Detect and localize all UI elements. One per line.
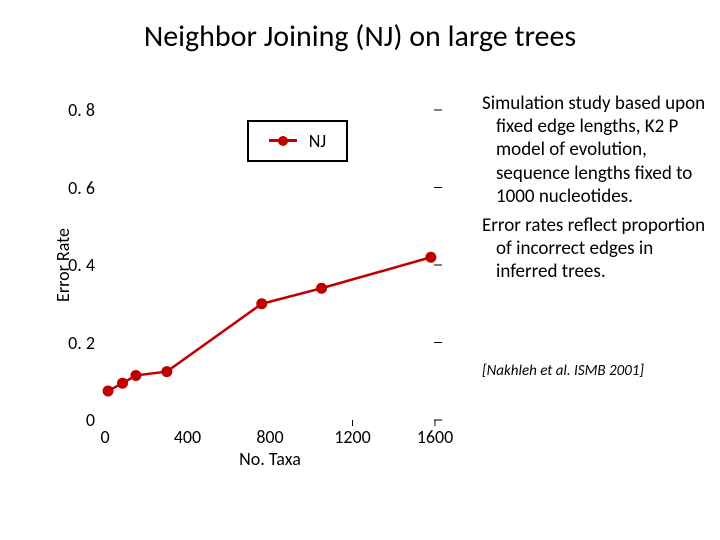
x-tick-label: 800	[245, 426, 295, 448]
x-tick-label: 1200	[328, 426, 378, 448]
slide-title: Neighbor Joining (NJ) on large trees	[0, 18, 720, 55]
x-tick-label: 1600	[410, 426, 460, 448]
y-tick-label: 0. 6	[59, 177, 95, 199]
citation: [Nakhleh et al. ISMB 2001]	[482, 362, 712, 380]
legend-swatch	[269, 139, 297, 142]
x-tick-label: 400	[163, 426, 213, 448]
legend: NJ	[247, 120, 348, 162]
y-tick-label: 0. 8	[59, 99, 95, 121]
bullet-1: Simulation study based upon fixed edge l…	[482, 92, 712, 208]
y-tick-label: 0. 2	[59, 332, 95, 354]
legend-label: NJ	[309, 130, 326, 152]
bullet-2: Error rates reflect proportion of incorr…	[482, 214, 712, 284]
x-tick-label: 0	[80, 426, 130, 448]
description-text: Simulation study based upon fixed edge l…	[482, 92, 712, 289]
x-axis-label: No. Taxa	[105, 448, 435, 470]
bullet-1-lead: Simulation study	[482, 92, 611, 115]
plot-inner: 00. 20. 40. 60. 8 040080012001600 No. Ta…	[105, 110, 435, 420]
y-axis-label: Error Rate	[52, 228, 74, 302]
error-rate-chart: 00. 20. 40. 60. 8 040080012001600 No. Ta…	[55, 100, 470, 470]
slide: Neighbor Joining (NJ) on large trees 00.…	[0, 0, 720, 540]
